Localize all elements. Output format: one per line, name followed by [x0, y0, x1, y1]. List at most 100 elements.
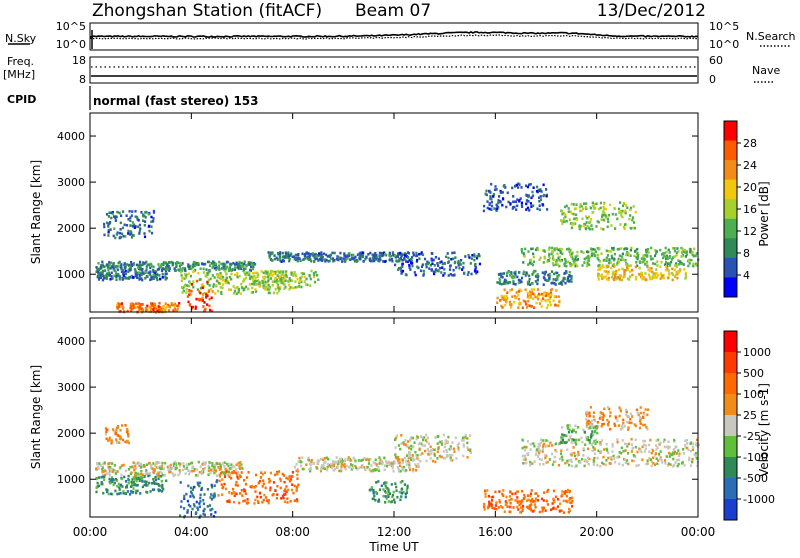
range-gate-cell — [256, 495, 259, 499]
range-gate-cell — [134, 306, 137, 309]
range-gate-cell — [263, 471, 267, 474]
range-gate-cell — [217, 266, 220, 270]
range-gate-cell — [652, 462, 655, 465]
range-gate-cell — [612, 262, 615, 266]
range-gate-cell — [533, 269, 536, 273]
range-gate-cell — [414, 273, 417, 277]
range-gate-cell — [411, 456, 414, 460]
range-gate-cell — [543, 273, 546, 276]
time-tick-label: 20:00 — [579, 525, 614, 539]
range-gate-cell — [268, 255, 271, 259]
range-gate-cell — [589, 406, 592, 409]
range-gate-cell — [201, 286, 204, 289]
range-gate-cell — [309, 258, 312, 261]
range-gate-cell — [516, 501, 519, 504]
range-gate-cell — [200, 488, 203, 491]
range-gate-cell — [584, 215, 588, 218]
range-gate-cell — [511, 186, 514, 190]
range-gate-cell — [191, 507, 194, 511]
range-gate-cell — [649, 269, 652, 273]
range-gate-cell — [291, 483, 294, 486]
range-gate-cell — [646, 255, 649, 258]
range-gate-cell — [238, 467, 242, 471]
range-gate-cell — [457, 259, 460, 263]
range-gate-cell — [540, 458, 543, 461]
range-gate-cell — [430, 268, 433, 271]
range-gate-cell — [245, 502, 248, 505]
scatter-region — [95, 474, 168, 496]
range-gate-cell — [235, 473, 239, 477]
range-gate-cell — [538, 196, 541, 200]
range-gate-cell — [410, 257, 413, 261]
range-gate-cell — [501, 272, 504, 276]
range-gate-cell — [283, 274, 286, 278]
range-gate-cell — [318, 258, 322, 261]
range-gate-cell — [391, 464, 394, 468]
range-gate-cell — [696, 263, 699, 266]
range-gate-cell — [290, 286, 294, 289]
range-gate-cell — [549, 295, 552, 298]
range-gate-cell — [529, 504, 532, 507]
range-gate-cell — [175, 309, 178, 313]
range-gate-cell — [579, 209, 582, 213]
range-gate-cell — [152, 268, 155, 272]
range-gate-cell — [563, 277, 566, 280]
range-gate-cell — [403, 456, 406, 460]
range-gate-cell — [402, 491, 405, 494]
range-gate-cell — [636, 257, 639, 261]
range-gate-cell — [218, 260, 221, 264]
range-gate-cell — [555, 507, 558, 511]
range-gate-cell — [397, 455, 400, 459]
range-gate-cell — [126, 428, 129, 431]
range-gate-cell — [593, 452, 596, 456]
range-gate-cell — [137, 266, 140, 269]
range-gate-cell — [530, 247, 533, 251]
range-gate-cell — [262, 482, 265, 486]
range-gate-cell — [415, 465, 418, 468]
range-gate-cell — [335, 257, 338, 261]
range-gate-cell — [343, 465, 346, 469]
range-gate-cell — [105, 430, 108, 433]
range-gate-cell — [356, 253, 359, 256]
range-gate-cell — [372, 461, 375, 464]
range-gate-cell — [294, 280, 297, 283]
range-gate-cell — [502, 489, 505, 492]
range-gate-cell — [442, 456, 445, 460]
range-gate-cell — [269, 486, 272, 490]
range-gate-cell — [161, 273, 164, 276]
range-gate-cell — [234, 483, 237, 487]
range-gate-cell — [206, 505, 209, 508]
range-gate-cell — [208, 288, 211, 292]
range-gate-cell — [566, 277, 569, 280]
range-gate-cell — [285, 256, 288, 259]
range-gate-cell — [612, 277, 615, 280]
range-gate-cell — [579, 461, 582, 464]
range-gate-cell — [109, 228, 112, 231]
range-gate-cell — [665, 261, 668, 264]
range-gate-cell — [141, 477, 144, 480]
range-gate-cell — [318, 252, 321, 256]
range-gate-cell — [505, 294, 508, 298]
range-gate-cell — [152, 265, 155, 269]
range-gate-cell — [120, 264, 123, 267]
range-gate-cell — [237, 461, 240, 465]
range-gate-cell — [512, 195, 515, 198]
range-gate-cell — [633, 459, 636, 463]
range-gate-cell — [279, 479, 282, 483]
range-gate-cell — [611, 445, 614, 448]
range-gate-cell — [611, 450, 614, 453]
range-gate-cell — [214, 469, 217, 472]
range-gate-cell — [521, 509, 524, 512]
range-gate-cell — [597, 278, 600, 281]
range-gate-cell — [141, 278, 144, 282]
range-gate-cell — [601, 213, 604, 217]
range-gate-cell — [322, 458, 325, 462]
range-gate-cell — [530, 288, 533, 291]
range-gate-cell — [681, 254, 685, 257]
range-gate-cell — [383, 468, 386, 472]
range-gate-cell — [206, 488, 209, 491]
range-gate-cell — [292, 273, 295, 276]
range-gate-cell — [356, 467, 359, 471]
colorbar-swatch — [724, 179, 737, 200]
